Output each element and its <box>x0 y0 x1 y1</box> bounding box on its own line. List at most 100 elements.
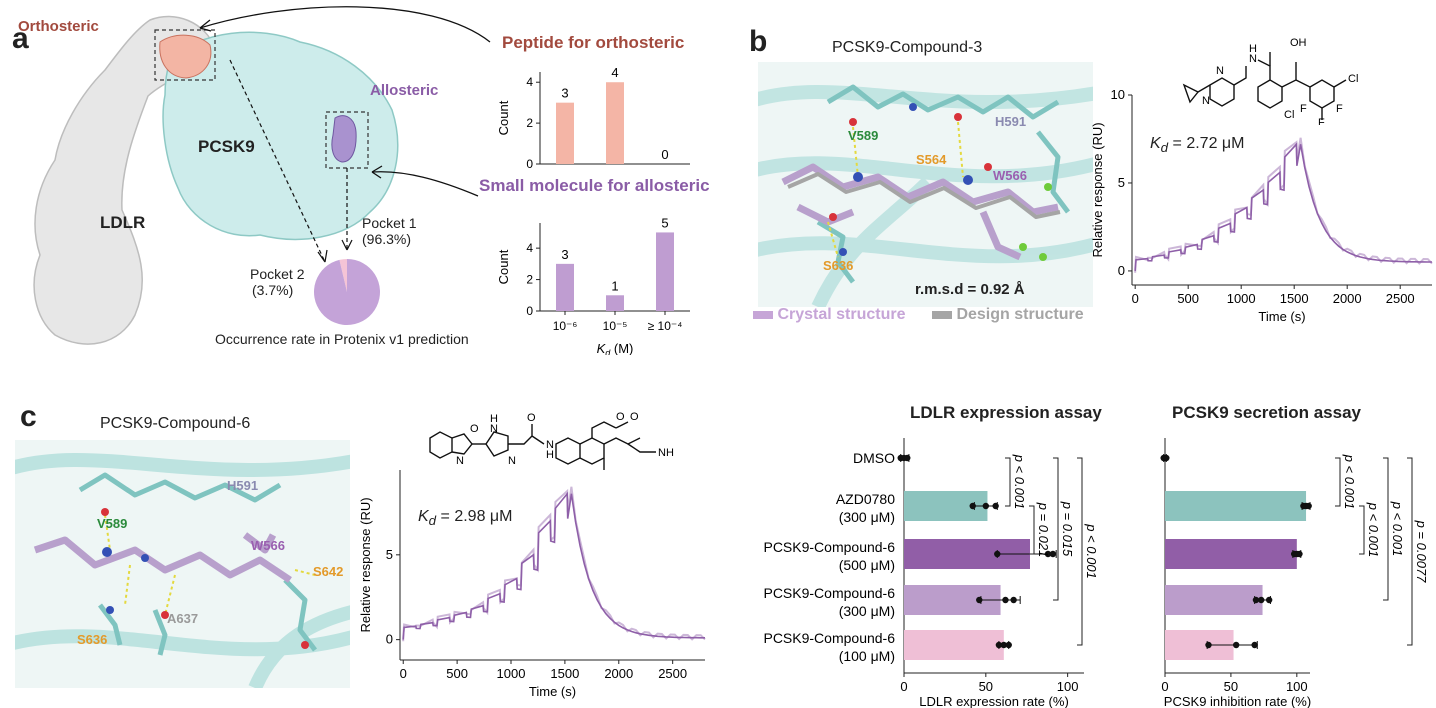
peptide-chart-ylabel: Count <box>496 100 511 135</box>
assay-row-label: PCSK9-Compound-6 <box>763 585 895 601</box>
ldlr-chart-point <box>976 596 983 604</box>
panel-c-complex-title: PCSK9-Compound-6 <box>100 415 251 432</box>
spr-b-xtick-label: 500 <box>1177 291 1199 306</box>
smallmol-chart-bar <box>556 263 574 311</box>
svg-text:O: O <box>527 412 536 424</box>
spr-b-ylabel: Relative response (RU) <box>1090 122 1105 257</box>
pocket2-name: Pocket 2 <box>250 266 305 282</box>
compound-3-structure: N N N H OH Cl Cl F F F <box>1182 37 1358 125</box>
spr-c-xtick-label: 1500 <box>550 666 579 681</box>
ldlr-chart-point <box>992 502 999 510</box>
pocket1-pct: (96.3%) <box>362 231 412 247</box>
ortho-arrow <box>199 6 491 43</box>
pcsk9-chart-point <box>1163 454 1170 462</box>
smallmol-chart-bar <box>606 295 624 311</box>
ldlr-chart-point <box>1044 550 1052 558</box>
pocket1-label: Pocket 1 (96.3%) <box>362 215 416 247</box>
pcsk9-chart-xtick-label: 0 <box>1161 679 1168 694</box>
spr-c-xlabel: Time (s) <box>529 684 576 699</box>
pcsk9-chart-pvalue: p < 0.001 <box>1342 454 1357 510</box>
ldlr-chart-sig-bracket <box>1005 457 1011 507</box>
svg-text:H: H <box>490 413 498 425</box>
ldlr-chart-point <box>904 454 911 462</box>
spr-b-ytick-label: 10 <box>1111 87 1125 102</box>
pcsk9-chart-point <box>1258 596 1265 604</box>
panel-b-complex-title: PCSK9-Compound-3 <box>832 39 983 56</box>
smallmol-chart-xtick-label: ≥ 10⁻⁴ <box>648 319 683 333</box>
compound-6-structure: O N H N N N H O O O NH <box>429 411 674 470</box>
ldlr-chart-point <box>994 550 1001 558</box>
pie-caption: Occurrence rate in Protenix v1 predictio… <box>215 331 469 347</box>
spr-b-xlabel: Time (s) <box>1258 309 1305 324</box>
pcsk9-chart-sig-bracket <box>1407 457 1413 646</box>
svg-text:N: N <box>508 455 516 467</box>
pcsk9-chart-xtick-label: 100 <box>1286 679 1308 694</box>
panel-b-label: b <box>749 25 768 58</box>
res-b-v589: V589 <box>848 128 878 143</box>
svg-text:N: N <box>1249 53 1257 65</box>
pie-slice-1 <box>314 259 381 325</box>
pie-slice-2 <box>339 259 347 292</box>
res-b-w566: W566 <box>993 168 1027 183</box>
orthosteric-patch <box>159 34 212 79</box>
kd-label-c: Kd = 2.98 μM <box>418 508 513 529</box>
spr-b-ytick-label: 5 <box>1118 175 1125 190</box>
svg-text:Cl: Cl <box>1348 73 1358 85</box>
pcsk9-chart-bar <box>1165 539 1297 569</box>
pcsk9-chart-point <box>1265 596 1273 604</box>
svg-text:N: N <box>456 455 464 467</box>
assay-row-label: PCSK9-Compound-6 <box>763 539 895 555</box>
peptide-chart-ytick-label: 2 <box>526 116 533 130</box>
svg-text:H: H <box>546 449 554 461</box>
svg-text:H: H <box>1249 43 1257 55</box>
spr-b-xtick-label: 2500 <box>1386 291 1415 306</box>
svg-text:F: F <box>1300 103 1307 115</box>
ldlr-chart-pvalue: p < 0.001 <box>1084 523 1099 579</box>
ldlr-chart-point <box>969 502 976 510</box>
dashed-arrow-pocket2 <box>229 59 326 263</box>
ldlr-chart-xtick-label: 50 <box>979 679 993 694</box>
spr-c-xtick-label: 500 <box>446 666 468 681</box>
spr-b-fit-trace <box>1134 142 1432 271</box>
orthosteric-box <box>154 29 216 81</box>
spr-c-xtick-label: 1000 <box>497 666 526 681</box>
assay-row-label: PCSK9-Compound-6 <box>763 630 895 646</box>
orthosteric-label: Orthosteric <box>18 18 99 35</box>
legend-crystal: Crystal structure <box>753 306 906 324</box>
pcsk9-chart-point <box>1232 641 1240 649</box>
pcsk9-surface <box>162 31 399 241</box>
peptide-chart-bar <box>606 82 624 164</box>
pcsk9-label: PCSK9 <box>198 137 255 156</box>
ldlr-chart-point <box>1010 596 1017 604</box>
pcsk9-chart-point <box>1205 641 1212 649</box>
ldlr-label: LDLR <box>100 213 146 232</box>
peptide-chart-value-label: 4 <box>611 65 618 80</box>
ldlr-chart-point <box>982 502 990 510</box>
peptide-chart-value-label: 3 <box>561 86 568 101</box>
pocket2-label: Pocket 2 (3.7%) <box>250 266 304 298</box>
pcsk9-chart-point <box>1305 502 1312 510</box>
smallmol-chart-ytick-label: 0 <box>526 304 533 318</box>
spr-b-xtick-label: 2000 <box>1333 291 1362 306</box>
svg-text:O: O <box>630 411 639 423</box>
smallmol-chart-value-label: 5 <box>661 215 668 230</box>
smallmol-chart-ylabel: Count <box>496 249 511 284</box>
legend-crystal-swatch <box>753 310 773 319</box>
panel-a-bar-charts: 0 2 4 Count 3 4 0 0 2 4 Count 3 10⁻⁶ 1 10⁻⁵ 5 ≥ 10⁻⁴ Kd (… <box>496 65 690 355</box>
peptide-title: Peptide for orthosteric <box>502 33 685 52</box>
ldlr-chart-xlabel: LDLR expression rate (%) <box>919 694 1069 708</box>
ldlr-chart-sig-bracket <box>1029 505 1035 555</box>
panel-c-structure: H591 V589 W566 S642 A637 S636 <box>15 440 350 688</box>
legend-design-text: Design structure <box>956 306 1084 323</box>
pocket-pie <box>314 259 381 325</box>
spr-c-ylabel: Relative response (RU) <box>358 497 373 632</box>
assay-row-label: AZD0780 <box>836 491 895 507</box>
legend-design-swatch <box>932 310 952 319</box>
peptide-chart-value-label: 0 <box>661 147 668 162</box>
pcsk9-chart-point <box>1251 641 1258 649</box>
peptide-chart-ytick-label: 0 <box>526 157 533 171</box>
assay-charts: DMSO AZD0780 (300 μM) PCSK9-Compound-6 (500 … <box>763 438 1429 708</box>
pcsk9-chart-xtick-label: 50 <box>1224 679 1238 694</box>
ldlr-chart-sig-bracket <box>1077 457 1083 646</box>
pcsk9-chart-sig-bracket <box>1383 457 1389 601</box>
